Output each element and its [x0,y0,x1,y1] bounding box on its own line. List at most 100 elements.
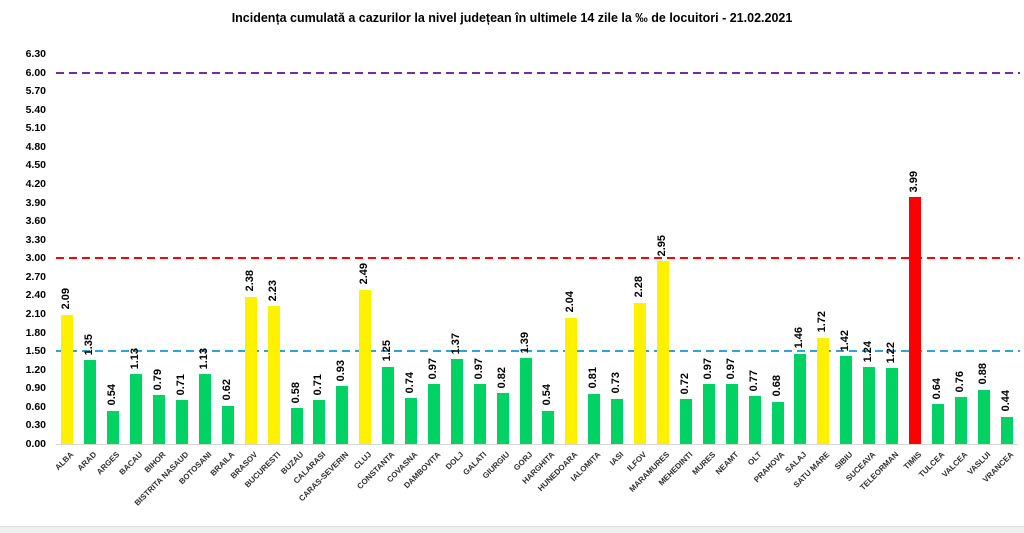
footer-strip [0,526,1024,533]
reference-line-yellow-zone-threshold [56,350,1020,353]
y-tick-label: 3.60 [25,215,46,228]
bar-brasov [244,296,257,444]
bar-value-label: 0.79 [152,368,165,391]
y-tick-label: 0.30 [25,419,46,432]
x-axis-label: MURES [690,450,718,477]
bar-sibiu [840,356,853,444]
bar-constanta [382,366,395,444]
bar-prahova [771,401,784,444]
bar-value-label: 1.13 [197,347,210,370]
x-axis-label: NEAMT [713,450,741,477]
bar-value-label: 2.28 [633,276,646,298]
bar-calarasi [313,400,326,444]
bar-teleorman [886,368,899,444]
bar-cluj [359,289,372,444]
bar-suceava [863,367,876,444]
bar-maramures [656,261,669,444]
bar-value-label: 0.72 [678,373,691,395]
bar-neamt [725,383,738,444]
y-tick-label: 4.80 [25,140,46,153]
bar-vrancea [1000,416,1013,444]
bar-valcea [954,396,967,444]
bar-arad [84,360,97,444]
bar-value-label: 0.64 [930,377,943,400]
y-tick-label: 2.40 [25,289,46,302]
y-tick-label: 2.70 [25,270,46,283]
bar-gorj [519,357,532,444]
bar-value-label: 0.68 [770,375,783,397]
y-tick-label: 0.90 [25,382,46,395]
bar-value-label: 0.76 [953,370,966,392]
bar-ialomita [588,393,601,444]
x-axis-label: ALBA [53,450,76,473]
bar-bihor [153,395,166,444]
bar-value-label: 1.25 [381,340,394,362]
bar-value-label: 0.54 [541,384,554,406]
bar-value-label: 0.77 [747,369,760,392]
y-tick-label: 1.20 [25,363,46,376]
bar-value-label: 0.93 [335,360,348,382]
bar-hunedoara [565,317,578,444]
bar-value-label: 0.54 [106,384,119,406]
y-tick-label: 3.30 [25,233,46,246]
bar-value-label: 0.71 [312,373,325,396]
bar-arges [107,410,120,444]
bar-bistrita-nasaud [175,400,188,444]
bar-value-label: 2.49 [358,263,371,285]
bar-dambovita [427,383,440,444]
bar-value-label: 1.13 [129,347,142,370]
x-axis-line [56,444,1018,445]
y-tick-label: 5.10 [25,122,46,135]
bar-value-label: 1.24 [862,340,875,363]
y-tick-label: 4.20 [25,178,46,190]
bar-ilfov [634,302,647,444]
bar-value-label: 0.74 [404,371,417,394]
bar-buzau [290,408,303,444]
x-axis-label: IASI [608,450,626,468]
bar-value-label: 1.72 [816,311,829,333]
y-tick-label: 1.50 [25,345,46,358]
reference-line-red-zone-upper [56,71,1020,74]
bar-mehedinti [679,399,692,444]
bar-olt [748,396,761,444]
bar-value-label: 2.04 [564,291,577,313]
bar-braila [221,405,234,444]
bar-value-label: 2.95 [655,234,668,257]
bar-iasi [611,398,624,444]
reference-line-red-zone-threshold [56,257,1020,260]
x-axis-label: BACAU [117,450,145,477]
bar-alba [61,314,74,444]
y-tick-label: 6.30 [25,48,46,60]
bar-harghita [542,410,555,444]
y-tick-label: 5.70 [25,85,46,98]
bar-bacau [130,374,143,444]
bar-value-label: 3.99 [907,170,920,192]
y-tick-label: 3.90 [25,196,46,209]
y-tick-label: 2.10 [25,308,46,320]
y-tick-label: 0.00 [25,438,46,450]
bar-value-label: 1.46 [793,327,806,349]
bar-value-label: 0.97 [724,357,737,379]
y-tick-label: 5.40 [25,103,46,116]
bar-value-label: 0.97 [701,357,714,379]
y-tick-label: 6.00 [25,66,46,79]
y-tick-label: 0.60 [25,400,46,413]
bar-value-label: 0.97 [472,357,485,379]
bar-value-label: 2.38 [243,270,256,292]
bar-value-label: 2.09 [60,288,73,310]
bar-vaslui [977,389,990,444]
bar-value-label: 1.37 [449,332,462,355]
bar-value-label: 0.58 [289,381,302,404]
chart-title: Incidența cumulată a cazurilor la nivel … [231,11,793,25]
bar-value-label: 2.23 [266,279,279,301]
bar-timis [908,197,921,444]
bar-value-label: 0.71 [174,373,187,396]
y-tick-label: 3.00 [25,252,46,265]
bar-value-label: 1.42 [839,329,852,352]
bar-giurgiu [496,393,509,444]
bar-mures [702,383,715,444]
bar-galati [473,383,486,444]
y-tick-label: 4.50 [25,159,46,172]
bar-value-label: 0.81 [587,367,600,389]
